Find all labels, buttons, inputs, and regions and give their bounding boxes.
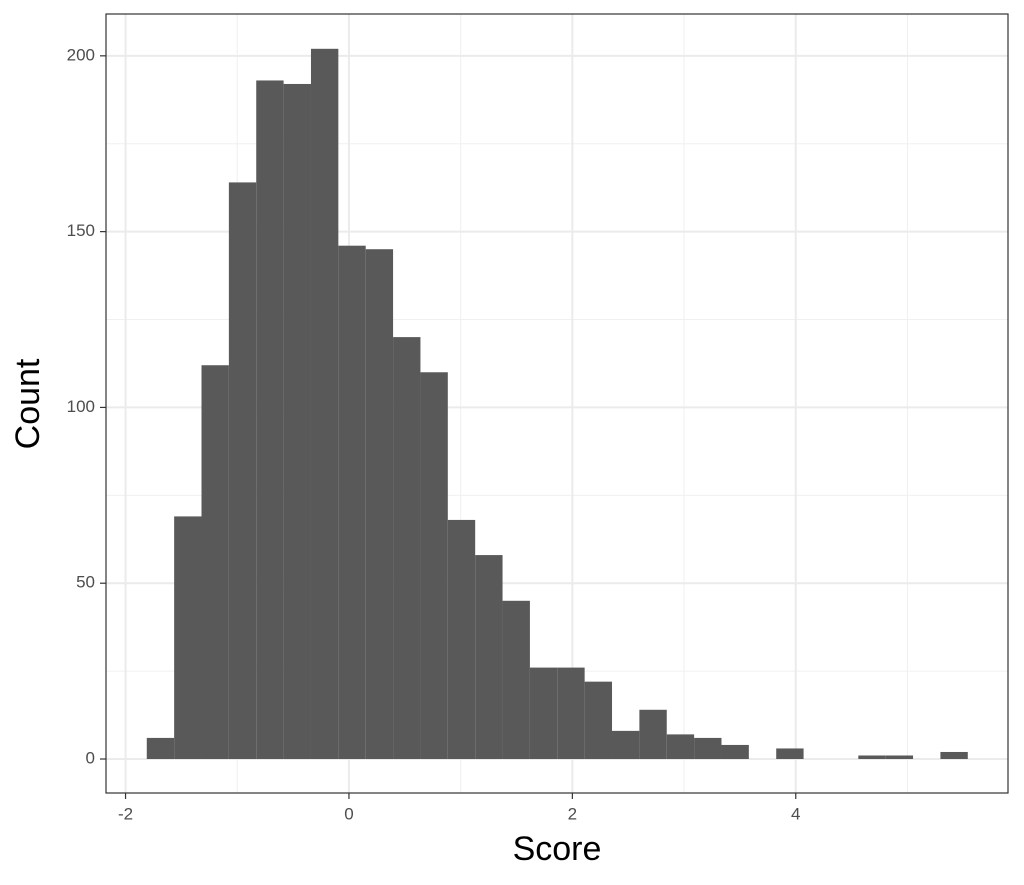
bar [502, 600, 530, 760]
bar [146, 737, 175, 760]
bar [529, 667, 558, 760]
x-tick-label: -2 [118, 804, 133, 823]
bar [776, 748, 804, 760]
bar [694, 737, 722, 760]
bar [612, 730, 640, 760]
bar [283, 83, 311, 760]
bar [420, 372, 448, 760]
bar [858, 755, 886, 760]
bar [393, 337, 421, 760]
x-tick-label: 0 [344, 804, 353, 823]
x-tick-label: 4 [791, 804, 800, 823]
x-tick-label: 2 [568, 804, 577, 823]
bar [447, 519, 476, 760]
y-tick-label: 150 [67, 221, 95, 240]
bar [256, 80, 284, 760]
bar [721, 744, 749, 760]
x-axis-title: Score [513, 830, 602, 868]
bar [338, 245, 366, 760]
bar [557, 667, 585, 760]
y-tick-label: 200 [67, 45, 95, 64]
y-tick-label: 50 [76, 573, 95, 592]
bar [885, 755, 914, 760]
ticks: -2 0 2 4 0 50 100 150 200 [67, 45, 801, 823]
y-tick-label: 0 [86, 748, 95, 767]
bar [365, 249, 394, 760]
bar [475, 555, 503, 760]
bar [201, 365, 229, 760]
bars [146, 48, 968, 760]
bar [584, 681, 613, 760]
y-tick-label: 100 [67, 397, 95, 416]
y-axis-title: Count [9, 358, 47, 449]
bar [940, 751, 968, 760]
panel-border [105, 13, 1009, 794]
bar [174, 516, 202, 760]
bar [310, 48, 339, 760]
bar [228, 182, 257, 760]
bar [666, 734, 695, 760]
bar [639, 709, 667, 760]
